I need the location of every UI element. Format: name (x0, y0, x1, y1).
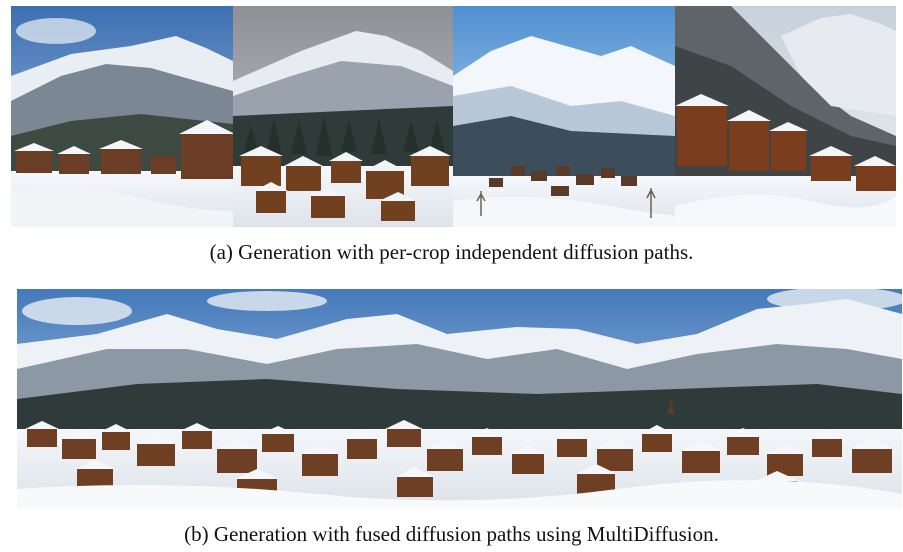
snow-foreground (17, 480, 902, 509)
crop-2 (233, 6, 453, 227)
panel-b-image (17, 289, 902, 509)
panel-b-svg (17, 289, 902, 509)
crop-3 (453, 6, 678, 227)
caption-a: (a) Generation with per-crop independent… (209, 240, 694, 264)
forest-band (17, 379, 902, 439)
church-steeple (667, 397, 675, 414)
crop-4 (675, 6, 896, 227)
panel-a-svg (11, 6, 896, 227)
village-roofs (25, 420, 894, 481)
caption-b: (b) Generation with fused diffusion path… (184, 522, 719, 546)
panel-a-image (11, 6, 896, 227)
crop-1 (11, 6, 235, 227)
